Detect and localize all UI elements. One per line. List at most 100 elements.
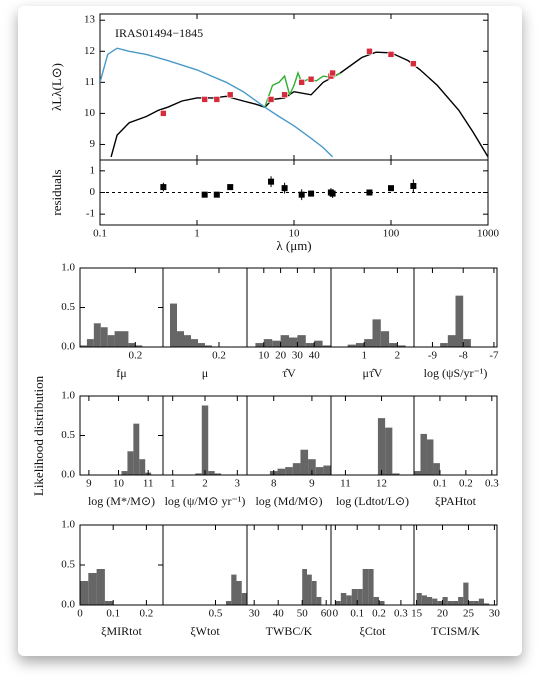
histogram-bar bbox=[389, 343, 398, 347]
x-tick-label: 0.1 bbox=[433, 478, 447, 490]
histogram-bar bbox=[426, 439, 434, 475]
histogram-bar bbox=[362, 569, 369, 605]
x-tick-label: 0.1 bbox=[106, 608, 120, 620]
histogram-bar bbox=[357, 589, 363, 605]
histogram-bar bbox=[308, 459, 316, 475]
x-tick-label: 9 bbox=[309, 478, 315, 490]
model-curve bbox=[264, 70, 341, 108]
y-axis-label: λLλ(L⊙) bbox=[49, 63, 64, 111]
x-axis-label: log (Md/M⊙) bbox=[255, 494, 322, 508]
residual-point bbox=[298, 191, 305, 198]
histogram-bar bbox=[335, 601, 341, 605]
histogram-bar bbox=[289, 337, 298, 347]
model-curve bbox=[110, 51, 488, 158]
histogram-bar bbox=[285, 467, 293, 475]
x-axis-label: log (Ldtot/L⊙) bbox=[336, 494, 409, 508]
y-tick-label: 0.5 bbox=[61, 429, 75, 441]
histogram-bar bbox=[184, 335, 191, 347]
x-tick-label: 0.2 bbox=[212, 350, 226, 362]
y-tick-label: 11 bbox=[84, 76, 95, 88]
y-tick-label: 12 bbox=[84, 45, 95, 57]
plot-frame bbox=[413, 267, 498, 348]
histogram-bar bbox=[226, 601, 232, 605]
histogram-bar bbox=[198, 343, 205, 347]
histogram-bar bbox=[104, 601, 114, 605]
histogram-bar bbox=[447, 601, 453, 605]
histogram-bar bbox=[385, 427, 393, 475]
plot-frame bbox=[246, 395, 332, 476]
histogram-bar bbox=[307, 574, 312, 605]
observation-point bbox=[226, 91, 234, 99]
residual-point bbox=[410, 183, 417, 189]
histogram-bar bbox=[478, 598, 485, 605]
observation-point bbox=[267, 96, 275, 103]
observation-point bbox=[366, 47, 373, 55]
y-tick-label: 0.0 bbox=[61, 599, 75, 611]
residual-point bbox=[213, 191, 220, 198]
y-tick-label: 0.0 bbox=[61, 341, 75, 353]
histogram-bar bbox=[86, 339, 94, 347]
y-tick-label: 0.5 bbox=[61, 559, 75, 571]
plot-frame bbox=[246, 524, 332, 606]
y-tick-label: 1.0 bbox=[61, 390, 75, 402]
histogram-bar bbox=[96, 569, 105, 605]
x-tick-label: 0.2 bbox=[128, 350, 142, 362]
y-axis-label: residuals bbox=[49, 169, 64, 215]
x-tick-label: 1 bbox=[361, 350, 367, 362]
x-tick-label: 60 bbox=[321, 608, 333, 620]
x-axis-label: log (ψS/yr⁻¹) bbox=[424, 366, 488, 380]
histogram-bar bbox=[351, 589, 358, 605]
residual-point bbox=[308, 190, 315, 197]
histogram-bar bbox=[437, 601, 443, 605]
x-tick-label: 8 bbox=[271, 478, 277, 490]
x-tick-label: 0.1 bbox=[93, 228, 107, 240]
x-tick-label: 0.2 bbox=[459, 478, 473, 490]
y-tick-label: 0.5 bbox=[61, 301, 75, 313]
histogram-bar bbox=[397, 345, 406, 347]
histogram-bar bbox=[468, 601, 474, 605]
histogram-bar bbox=[88, 573, 97, 605]
x-tick-label: 2 bbox=[395, 350, 401, 362]
residual-point bbox=[388, 185, 394, 192]
x-axis-label: TCISM/K bbox=[431, 624, 480, 638]
histogram-bar bbox=[373, 597, 380, 605]
histogram-bar bbox=[442, 597, 448, 605]
histogram-bar bbox=[121, 331, 129, 347]
x-tick-label: 1 bbox=[194, 228, 200, 240]
histogram-bar bbox=[128, 343, 136, 347]
histogram-bar bbox=[368, 569, 374, 605]
x-tick-label: 15 bbox=[411, 608, 423, 620]
residual-point bbox=[201, 191, 208, 198]
histogram-bar bbox=[421, 595, 427, 605]
x-tick-label: 2 bbox=[202, 478, 208, 490]
x-tick-label: -9 bbox=[428, 350, 438, 362]
x-tick-label: 0 bbox=[77, 608, 83, 620]
observation-point bbox=[387, 51, 395, 58]
x-tick-label: 50 bbox=[297, 608, 309, 620]
residual-point bbox=[281, 185, 288, 192]
observation-point bbox=[213, 96, 221, 103]
histogram-bar bbox=[433, 463, 440, 475]
observation-point bbox=[410, 60, 417, 68]
histogram-bar bbox=[297, 335, 306, 347]
x-tick-label: 10 bbox=[113, 478, 125, 490]
histogram-bar bbox=[380, 331, 390, 347]
histogram-bar bbox=[214, 473, 222, 475]
x-axis-label: μτ̂V bbox=[363, 366, 383, 380]
x-axis-label: ξPAHtot bbox=[435, 494, 477, 508]
x-axis-label: τ̂V bbox=[282, 366, 296, 380]
plot-frame bbox=[330, 395, 415, 476]
x-axis-label: log (M*/M⊙) bbox=[88, 494, 155, 508]
x-axis-label: log (ψ/M⊙ yr⁻¹) bbox=[165, 494, 246, 508]
annotation: IRAS01494−1845 bbox=[115, 26, 203, 40]
histogram-bar bbox=[277, 468, 286, 475]
histogram-bar bbox=[80, 581, 89, 605]
observation-point bbox=[298, 79, 305, 86]
histogram-bar bbox=[355, 343, 365, 347]
histogram-bar bbox=[447, 335, 456, 347]
histogram-bar bbox=[133, 423, 140, 475]
histogram-bar bbox=[322, 345, 331, 347]
histogram-bar bbox=[305, 343, 315, 347]
